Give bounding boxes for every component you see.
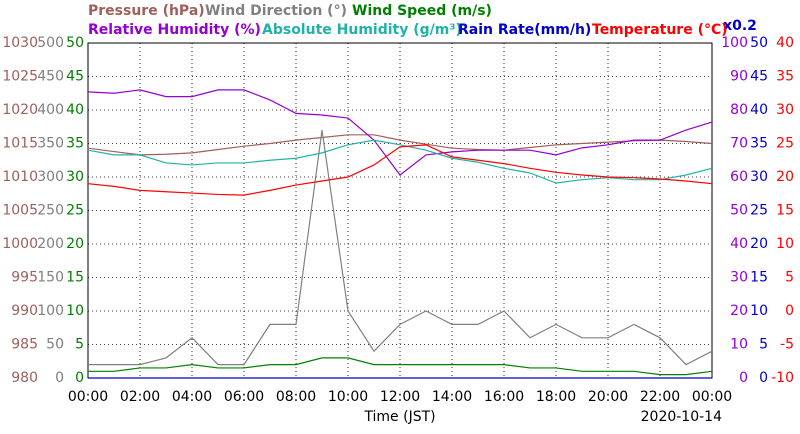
y-tick-label: 35 <box>776 69 794 85</box>
y-tick-label: 150 <box>37 270 64 286</box>
y-tick-label: 350 <box>37 136 64 152</box>
y-tick-label: 35 <box>66 136 84 152</box>
y-tick-label: 40 <box>750 102 768 118</box>
y-tick-label: 995 <box>11 270 38 286</box>
date-label: 2020-10-14 <box>641 409 722 425</box>
y-tick-label: 50 <box>66 35 84 51</box>
y-tick-label: 500 <box>37 35 64 51</box>
x-axis-label: Time (JST) <box>363 409 435 425</box>
x-tick-label: 00:00 <box>68 389 108 405</box>
y-tick-label: 45 <box>66 69 84 85</box>
y-tick-label: 1010 <box>2 169 38 185</box>
x-tick-label: 20:00 <box>588 389 628 405</box>
y-tick-label: 10 <box>750 303 768 319</box>
y-tick-label: 10 <box>730 337 748 353</box>
x-tick-label: 06:00 <box>224 389 264 405</box>
y-tick-label: 5 <box>759 337 768 353</box>
y-tick-label: 0 <box>739 370 748 386</box>
y-tick-label: 40 <box>66 102 84 118</box>
legend-entry: Rain Rate(mm/h) <box>458 22 591 38</box>
series-line <box>87 139 713 184</box>
y-tick-label: 30 <box>66 169 84 185</box>
x-tick-label: 14:00 <box>432 389 472 405</box>
y-tick-label: 30 <box>776 102 794 118</box>
y-tick-label: 25 <box>750 203 768 219</box>
legend-entry: Wind Direction (°) <box>205 3 347 19</box>
y-tick-label: 5 <box>75 337 84 353</box>
y-tick-label: 200 <box>37 236 64 252</box>
x-tick-label: 22:00 <box>640 389 680 405</box>
series-line <box>88 130 713 366</box>
y-tick-label: 980 <box>11 370 38 386</box>
series-line <box>87 144 713 196</box>
x-tick-label: 16:00 <box>484 389 524 405</box>
y-tick-label: 40 <box>776 35 794 51</box>
y-tick-label: 50 <box>750 35 768 51</box>
y-tick-label: 35 <box>750 136 768 152</box>
y-tick-label: 20 <box>66 236 84 252</box>
y-tick-label: 400 <box>37 102 64 118</box>
y-tick-label: 0 <box>785 303 794 319</box>
y-tick-label: -10 <box>771 370 794 386</box>
y-tick-label: 100 <box>37 303 64 319</box>
y-tick-label: 1005 <box>2 203 38 219</box>
y-tick-label: 10 <box>776 236 794 252</box>
legend-entry: Relative Humidity (%) <box>88 22 261 38</box>
series-line <box>87 134 713 156</box>
scale-label: x0.2 <box>723 18 757 34</box>
y-tick-label: 1000 <box>2 236 38 252</box>
series-line <box>87 89 713 176</box>
y-tick-label: 45 <box>750 69 768 85</box>
y-tick-label: 60 <box>730 169 748 185</box>
y-tick-label: 15 <box>66 270 84 286</box>
y-tick-label: 50 <box>46 337 64 353</box>
series-line <box>88 357 713 376</box>
y-tick-label: 20 <box>730 303 748 319</box>
y-tick-label: 70 <box>730 136 748 152</box>
x-tick-label: 00:00 <box>692 389 732 405</box>
y-tick-label: 1015 <box>2 136 38 152</box>
y-tick-label: 90 <box>730 69 748 85</box>
y-tick-label: 1025 <box>2 69 38 85</box>
y-tick-label: 15 <box>776 203 794 219</box>
y-tick-label: 0 <box>75 370 84 386</box>
y-tick-label: 100 <box>721 35 748 51</box>
y-tick-label: 20 <box>776 169 794 185</box>
legend-entry: Temperature (°C) <box>592 22 728 38</box>
y-tick-label: 250 <box>37 203 64 219</box>
y-tick-label: 985 <box>11 337 38 353</box>
y-tick-label: 30 <box>750 169 768 185</box>
x-tick-label: 04:00 <box>172 389 212 405</box>
legend-entry: Wind Speed (m/s) <box>352 3 492 19</box>
y-tick-label: 15 <box>750 270 768 286</box>
y-tick-label: 0 <box>55 370 64 386</box>
y-tick-label: 300 <box>37 169 64 185</box>
y-tick-label: 30 <box>730 270 748 286</box>
y-tick-label: 5 <box>785 270 794 286</box>
y-tick-label: 25 <box>776 136 794 152</box>
y-tick-label: 40 <box>730 236 748 252</box>
x-tick-label: 10:00 <box>328 389 368 405</box>
legend-entry: Pressure (hPa) <box>88 3 205 19</box>
y-tick-label: 80 <box>730 102 748 118</box>
y-tick-label: 50 <box>730 203 748 219</box>
x-tick-label: 08:00 <box>276 389 316 405</box>
y-tick-label: 10 <box>66 303 84 319</box>
y-tick-label: 20 <box>750 236 768 252</box>
x-tick-label: 12:00 <box>380 389 420 405</box>
x-tick-label: 18:00 <box>536 389 576 405</box>
y-tick-label: 25 <box>66 203 84 219</box>
legend-entry: Absolute Humidity (g/m³) <box>262 22 462 38</box>
y-tick-label: 450 <box>37 69 64 85</box>
y-tick-label: 990 <box>11 303 38 319</box>
y-tick-label: -5 <box>780 337 794 353</box>
y-tick-label: 1020 <box>2 102 38 118</box>
x-tick-label: 02:00 <box>120 389 160 405</box>
y-tick-label: 1030 <box>2 35 38 51</box>
y-tick-label: 0 <box>759 370 768 386</box>
